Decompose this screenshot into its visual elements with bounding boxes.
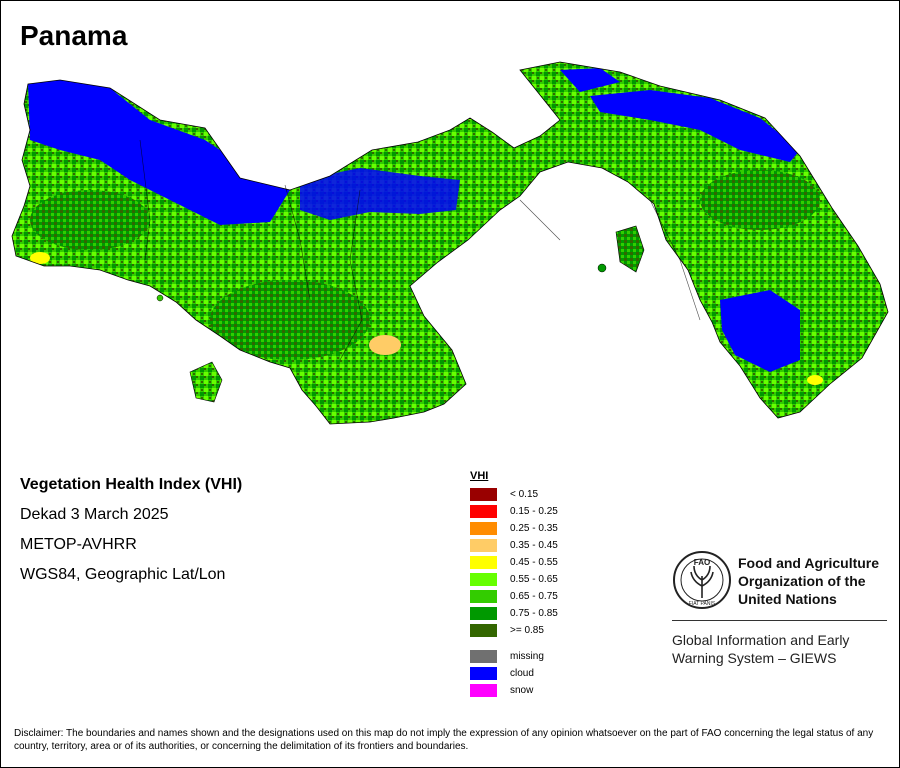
map-title: Panama [20, 20, 128, 51]
cloud-area [720, 290, 800, 372]
legend-swatch [470, 650, 497, 663]
fao-logo-motto: FIAT PANIS [689, 601, 716, 607]
legend-label: missing [510, 651, 544, 662]
program-name: Global Information and Early Warning Sys… [672, 631, 849, 667]
legend-swatch [470, 624, 497, 637]
dry-patch [30, 252, 50, 264]
legend-item: missing [470, 648, 558, 665]
legend-item: 0.65 - 0.75 [470, 588, 558, 605]
divider [672, 620, 887, 621]
legend-label: 0.25 - 0.35 [510, 523, 558, 534]
legend-swatch [470, 573, 497, 586]
dense-vegetation-area [30, 190, 150, 250]
legend: VHI < 0.15 0.15 - 0.25 0.25 - 0.35 0.35 - 0… [470, 470, 558, 699]
organization-name-line: Organization of the [738, 573, 866, 589]
legend-swatch [470, 684, 497, 697]
legend-item: 0.75 - 0.85 [470, 605, 558, 622]
organization-name: Food and Agriculture Organization of the… [738, 554, 879, 608]
legend-label: 0.65 - 0.75 [510, 591, 558, 602]
legend-label: 0.15 - 0.25 [510, 506, 558, 517]
period-label: Dekad 3 March 2025 [20, 506, 169, 523]
cloud-area [28, 80, 290, 225]
legend-label: cloud [510, 668, 534, 679]
projection-label: WGS84, Geographic Lat/Lon [20, 566, 226, 583]
legend-swatch [470, 539, 497, 552]
legend-item: cloud [470, 665, 558, 682]
legend-item: 0.15 - 0.25 [470, 503, 558, 520]
disclaimer: Disclaimer: The boundaries and names sho… [14, 728, 874, 752]
legend-title: VHI [470, 470, 489, 482]
island [156, 294, 164, 302]
index-name: Vegetation Health Index (VHI) [20, 476, 243, 493]
fao-logo-icon: FAO FIAT PANIS [673, 551, 731, 609]
legend-swatch [470, 590, 497, 603]
legend-item: < 0.15 [470, 486, 558, 503]
legend-label: 0.45 - 0.55 [510, 557, 558, 568]
cloud-area [560, 68, 620, 92]
legend-swatch [470, 667, 497, 680]
legend-item: 0.55 - 0.65 [470, 571, 558, 588]
program-name-line: Warning System – GIEWS [672, 650, 837, 666]
admin-boundaries [139, 139, 701, 361]
legend-label: 0.35 - 0.45 [510, 540, 558, 551]
legend-extras: missing cloud snow [470, 648, 558, 699]
legend-label: 0.75 - 0.85 [510, 608, 558, 619]
legend-swatch [470, 556, 497, 569]
fao-logo-text: FAO [694, 558, 710, 567]
organization-name-line: United Nations [738, 591, 837, 607]
program-name-line: Global Information and Early [672, 632, 850, 648]
legend-item: >= 0.85 [470, 622, 558, 639]
legend-label: < 0.15 [510, 489, 539, 500]
legend-label: 0.55 - 0.65 [510, 574, 558, 585]
legend-label: >= 0.85 [510, 625, 544, 636]
map-info: Vegetation Health Index (VHI) Dekad 3 Ma… [20, 476, 242, 596]
legend-classes: < 0.15 0.15 - 0.25 0.25 - 0.35 0.35 - 0.45 0… [470, 486, 558, 639]
dense-vegetation-area [700, 170, 820, 230]
sensor-label: METOP-AVHRR [20, 536, 137, 553]
dry-patch [807, 375, 823, 385]
legend-item: snow [470, 682, 558, 699]
island [615, 225, 645, 273]
dry-patch [369, 335, 401, 355]
legend-swatch [470, 522, 497, 535]
legend-item: 0.25 - 0.35 [470, 520, 558, 537]
legend-item: 0.35 - 0.45 [470, 537, 558, 554]
dense-vegetation-area [210, 280, 370, 360]
organization-name-line: Food and Agriculture [738, 555, 880, 571]
legend-swatch [470, 505, 497, 518]
cloud-area [590, 90, 800, 162]
island [597, 263, 607, 273]
vhi-map [11, 61, 889, 425]
island [189, 361, 223, 403]
legend-swatch [470, 607, 497, 620]
cloud-area [300, 168, 460, 220]
legend-label: snow [510, 685, 534, 696]
legend-swatch [470, 488, 497, 501]
legend-item: 0.45 - 0.55 [470, 554, 558, 571]
